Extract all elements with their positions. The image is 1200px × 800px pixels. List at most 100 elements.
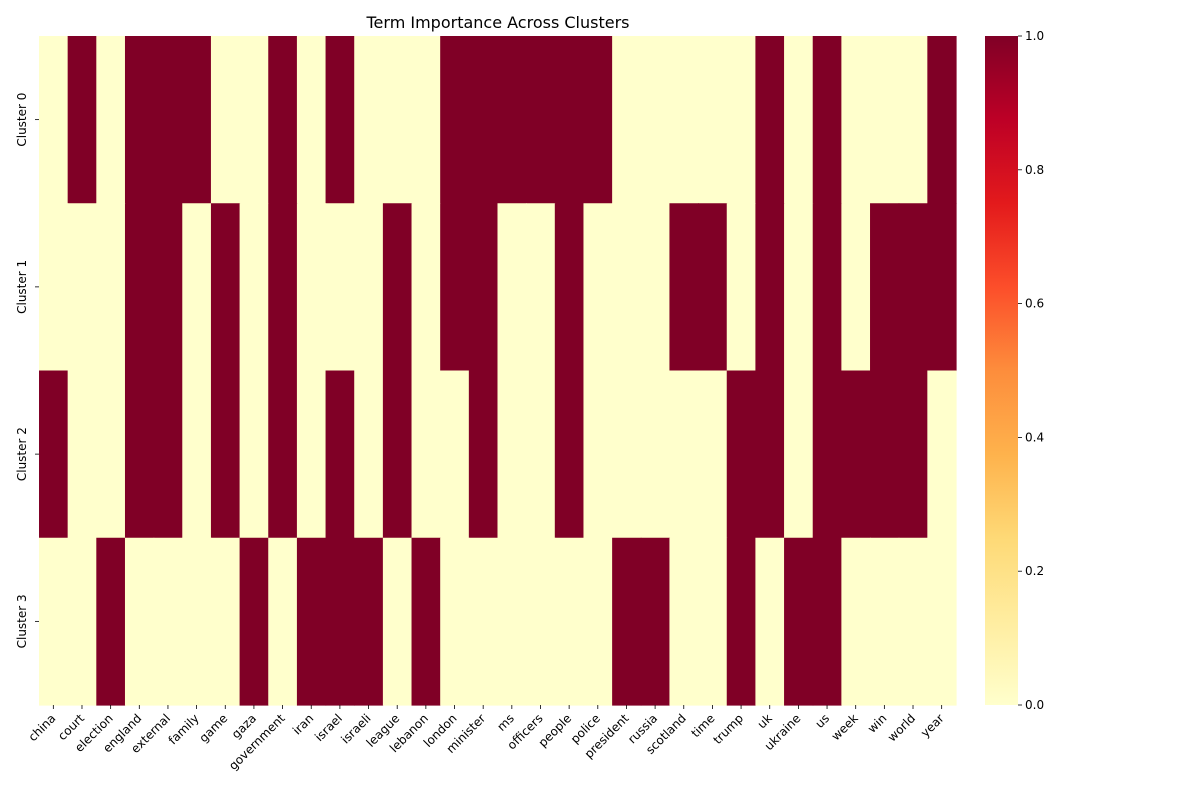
heatmap-cell [39, 36, 69, 204]
heatmap-cell [755, 537, 785, 706]
heatmap-cell [382, 36, 413, 204]
colorbar-tick-label: 0.8 [1025, 163, 1044, 177]
heatmap-cell [67, 203, 97, 372]
heatmap-cell [382, 537, 413, 706]
heatmap-cell [640, 203, 671, 372]
heatmap-cell [669, 203, 699, 372]
heatmap-cell [96, 203, 126, 372]
heatmap-cell [669, 537, 699, 706]
heatmap-cell [210, 36, 241, 204]
heatmap-cell [411, 36, 441, 204]
heatmap-cell [841, 537, 871, 706]
heatmap-cell [583, 203, 613, 372]
heatmap-cell [354, 370, 384, 539]
x-tick-label: us [812, 711, 832, 731]
y-tick-label: Cluster 2 [15, 427, 29, 481]
heatmap-cell [67, 537, 97, 706]
heatmap-cell [554, 203, 585, 372]
heatmap-cell [268, 370, 298, 539]
heatmap-cell [870, 203, 900, 372]
heatmap-cell [612, 36, 642, 204]
heatmap-cell [411, 203, 441, 372]
colorbar-tick-label: 0.2 [1025, 564, 1044, 578]
heatmap-cell [784, 537, 814, 706]
heatmap-cell [296, 370, 327, 539]
heatmap-cell [755, 203, 785, 372]
y-tick-label: Cluster 0 [15, 93, 29, 147]
heatmap-cell [210, 370, 241, 539]
heatmap-cell [182, 36, 212, 204]
y-tick-label: Cluster 1 [15, 260, 29, 314]
heatmap-cell [296, 36, 327, 204]
heatmap-cell [755, 36, 785, 204]
heatmap-cell [726, 203, 757, 372]
x-tick-label: trump [710, 711, 746, 747]
chart-title: Term Importance Across Clusters [366, 13, 630, 32]
heatmap-cell [497, 537, 527, 706]
heatmap-cell [268, 203, 298, 372]
heatmap-cell [153, 36, 183, 204]
heatmap-cell [870, 36, 900, 204]
heatmap-cell [612, 370, 642, 539]
x-tick-label: year [918, 711, 947, 740]
heatmap-cell [468, 537, 499, 706]
heatmap-cell [239, 36, 269, 204]
heatmap-cell [669, 370, 699, 539]
x-tick-label: ms [494, 711, 517, 734]
heatmap-cell [210, 203, 241, 372]
heatmap-cell [898, 537, 928, 706]
heatmap-cells [39, 36, 957, 706]
x-tick-label: family [166, 711, 202, 747]
heatmap-cell [497, 203, 527, 372]
heatmap-cell [755, 370, 785, 539]
heatmap-cell [554, 370, 585, 539]
heatmap-cell [325, 537, 355, 706]
heatmap-cell [296, 537, 327, 706]
heatmap-cell [354, 36, 384, 204]
heatmap-cell [239, 537, 269, 706]
heatmap-cell [898, 36, 928, 204]
heatmap-cell [325, 36, 355, 204]
heatmap-cell [124, 537, 155, 706]
heatmap-cell [812, 203, 842, 372]
heatmap-cell [612, 537, 642, 706]
heatmap-cell [67, 370, 97, 539]
heatmap-cell [182, 537, 212, 706]
heatmap-cell [440, 36, 470, 204]
heatmap-cell [182, 370, 212, 539]
heatmap-cell [726, 36, 757, 204]
heatmap-cell [153, 537, 183, 706]
heatmap-cell [784, 370, 814, 539]
heatmap-cell [497, 36, 527, 204]
heatmap-cell [640, 537, 671, 706]
heatmap-cell [526, 537, 556, 706]
y-axis: Cluster 0 Cluster 1 Cluster 2 Cluster 3 [15, 93, 39, 648]
colorbar-tick-label: 1.0 [1025, 29, 1044, 43]
colorbar-ticks: 0.0 0.2 0.4 0.6 0.8 1.0 [1018, 29, 1044, 712]
colorbar-tick-label: 0.0 [1025, 698, 1044, 712]
heatmap-cell [124, 203, 155, 372]
heatmap-cell [927, 537, 957, 706]
colorbar: 0.0 0.2 0.4 0.6 0.8 1.0 [985, 29, 1044, 712]
heatmap-cell [698, 36, 728, 204]
x-tick-label: world [885, 711, 918, 744]
heatmap-cell [898, 203, 928, 372]
heatmap-cell [39, 370, 69, 539]
heatmap-cell [698, 203, 728, 372]
heatmap-cell [96, 370, 126, 539]
x-tick-label: week [829, 711, 861, 743]
heatmap-cell [96, 537, 126, 706]
heatmap-cell [812, 370, 842, 539]
heatmap-cell [640, 370, 671, 539]
heatmap-cell [784, 203, 814, 372]
heatmap-cell [382, 203, 413, 372]
heatmap-cell [39, 537, 69, 706]
heatmap-cell [124, 370, 155, 539]
heatmap-cell [698, 537, 728, 706]
heatmap-cell [669, 36, 699, 204]
heatmap-cell [268, 537, 298, 706]
heatmap-cell [784, 36, 814, 204]
x-tick-label: china [26, 711, 59, 744]
heatmap-cell [325, 203, 355, 372]
